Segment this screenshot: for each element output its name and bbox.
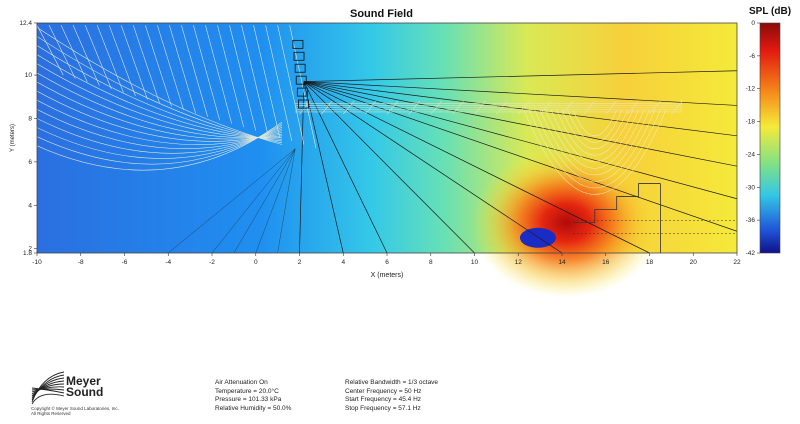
x-tick-label: 20 [690,259,698,266]
y-tick-label: 2 [28,246,32,253]
y-tick-label: 10 [25,72,33,79]
low-spl-region [519,227,556,248]
y-tick-label: 8 [28,115,32,122]
colorbar-tick-label: -6 [749,53,755,60]
ray-line [303,70,737,82]
pressure-text: Pressure = 101.33 kPa [215,396,282,403]
speaker-box [295,75,307,85]
environment-info: Air Attenuation On Temperature = 20.0°C … [215,379,291,413]
overlay-group [37,25,737,253]
colorbar-tick-label: -18 [746,119,756,126]
speaker-box [298,99,309,109]
colorbar-tick-label: -36 [746,217,756,224]
ray-line [303,81,475,253]
sound-field-plot: -10 -8 -6 -4 -2 0 2 4 6 8 10 12 14 16 18 20 2212.4108642… [10,20,781,298]
x-tick-label: -2 [209,259,215,266]
speaker-box [292,39,304,49]
logo-wordmark: Meyer Sound [66,374,104,399]
ray-line [233,148,296,253]
x-tick-label: 0 [254,259,258,266]
colorbar-tick-label: -42 [746,250,756,257]
ray-line [277,148,296,253]
colorbar-scale [759,22,781,254]
meyer-sound-logo [31,371,65,405]
logo-line-2: Sound [66,385,104,399]
x-tick-label: 14 [558,259,566,266]
ray-line [303,81,344,253]
wireframe-balloon-left [37,25,317,171]
colorbar-tick-label: -12 [746,86,756,93]
x-tick-label: 18 [646,259,654,266]
y-tick-label: 4 [28,202,32,209]
speaker-box [294,63,306,73]
x-tick-label: 12 [515,259,523,266]
chart-title: Sound Field [350,8,413,20]
ray-line [303,81,737,137]
x-tick-label: -4 [165,259,171,266]
colorbar-title: SPL (dB) [749,6,792,17]
x-tick-label: 16 [602,259,610,266]
speaker-array [292,39,309,109]
wireframe-balloon-right [523,109,667,195]
copyright-line-2: All Rights Reserved [31,411,71,416]
center-frequency-text: Center Frequency = 50 Hz [345,387,422,395]
start-frequency-text: Start Frequency = 45.4 Hz [345,396,422,403]
ray-line [303,81,650,253]
copyright-line-1: Copyright © Meyer Sound Laboratories, In… [31,406,119,411]
colorbar-tick-label: -30 [746,184,756,191]
copyright-notice: Copyright © Meyer Sound Laboratories, In… [31,406,119,416]
x-tick-label: 6 [385,259,389,266]
colorbar-tick-label: -24 [746,151,756,158]
y-tick-label: 12.4 [19,20,32,27]
colorbar: 0 -6 -12 -18 -24 -30 -36 -42 [746,20,781,257]
frequency-info: Relative Bandwidth = 1/3 octave Center F… [345,379,438,413]
y-tick-label: 1.8 [23,250,32,257]
x-tick-label: -6 [122,259,128,266]
stop-frequency-text: Stop Frequency = 57.1 Hz [345,404,421,412]
ray-line [168,148,296,253]
high-spl-region [471,147,662,298]
wireframe-beam [295,100,683,115]
ray-line [255,148,296,253]
humidity-text: Relative Humidity = 50.0% [215,404,292,412]
x-tick-label: 4 [341,259,345,266]
x-tick-label: 2 [298,259,302,266]
x-axis-label: X (meters) [371,272,404,279]
air-attenuation-text: Air Attenuation On [215,379,268,386]
speaker-box [293,51,305,61]
x-tick-label: -8 [78,259,84,266]
temperature-text: Temperature = 20.0°C [215,387,279,395]
speaker-box [296,87,308,97]
bandwidth-text: Relative Bandwidth = 1/3 octave [345,379,439,386]
axes-layer: -10 -8 -6 -4 -2 0 2 4 6 8 10 12 14 16 18 20 22 12.4 10 8 6 4 2… [10,20,741,279]
y-axis-label: Y (meters) [10,124,16,152]
ray-line [211,148,296,253]
sound-field-layer [37,23,737,298]
x-tick-label: 10 [471,259,479,266]
ray-line [303,81,737,167]
x-tick-label: -10 [32,259,42,266]
ray-line [303,81,737,232]
ray-line [303,81,737,106]
x-tick-label: 8 [429,259,433,266]
colorbar-tick-label: 0 [751,20,755,27]
x-tick-label: 22 [733,259,741,266]
y-tick-label: 6 [28,159,32,166]
logo-line-1: Meyer [66,374,101,388]
ray-line [303,81,388,253]
